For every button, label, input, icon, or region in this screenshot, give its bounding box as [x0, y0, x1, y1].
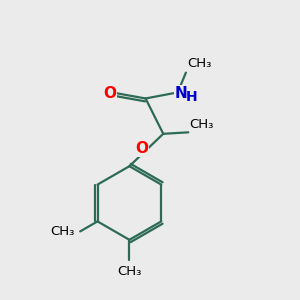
Text: CH₃: CH₃: [50, 225, 75, 238]
Text: H: H: [186, 90, 198, 104]
Text: O: O: [135, 141, 148, 156]
Text: N: N: [175, 86, 188, 101]
Text: O: O: [103, 86, 116, 101]
Text: CH₃: CH₃: [117, 265, 142, 278]
Text: CH₃: CH₃: [190, 118, 214, 131]
Text: CH₃: CH₃: [188, 57, 212, 70]
